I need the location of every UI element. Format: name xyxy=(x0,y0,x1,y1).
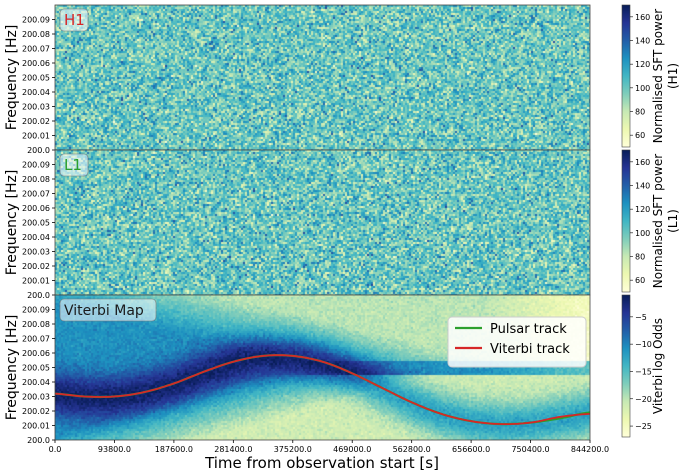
colorbar-1: 60 80 100 120 140 160 Normalised SFT power (H1) xyxy=(621,4,680,148)
y-tick-label: 200.04 xyxy=(22,88,50,97)
y-tick-label: 200.05 xyxy=(22,364,50,373)
colorbar-tick-label: 120 xyxy=(635,205,650,214)
y-tick-label: 200.09 xyxy=(22,161,50,170)
colorbar-tick-label: 60 xyxy=(635,131,645,140)
colorbar-2: 60 80 100 120 140 160 Normalised SFT power (L1) xyxy=(621,149,680,293)
y-tick-label: 200.02 xyxy=(22,117,50,126)
y-tick-label: 200.03 xyxy=(22,103,50,112)
y-tick-label: 200.07 xyxy=(22,190,50,199)
colorbar-label: (L1) xyxy=(666,209,680,233)
x-tick-label: 281400.0 xyxy=(214,445,252,454)
x-tick-label: 93800.0 xyxy=(98,445,131,454)
x-tick-label: 844200.0 xyxy=(571,445,609,454)
colorbar-tick-label: −25 xyxy=(635,422,652,431)
y-tick-label: 200.09 xyxy=(22,306,50,315)
panel-2: L1 200.0 200.01 200.02 200.03 200.04 200.05 200… xyxy=(4,149,591,300)
y-axis-label: Frequency [Hz] xyxy=(4,170,20,276)
colorbar-tick-label: 140 xyxy=(635,37,650,46)
x-tick-label: 0.0 xyxy=(49,445,62,454)
y-tick-label: 200.04 xyxy=(22,233,50,242)
y-tick-label: 200.09 xyxy=(22,16,50,25)
colorbar-tick-label: 160 xyxy=(635,13,650,22)
y-tick-label: 200.06 xyxy=(22,204,50,213)
colorbar-tick-label: −10 xyxy=(635,340,652,349)
colorbar-tick-label: −15 xyxy=(635,367,652,376)
y-tick-label: 200.05 xyxy=(22,74,50,83)
legend-label: Pulsar track xyxy=(490,322,567,337)
y-tick-label: 200.06 xyxy=(22,59,50,68)
y-tick-label: 200.07 xyxy=(22,45,50,54)
panel-label: Viterbi Map xyxy=(64,303,144,319)
x-tick-label: 375200.0 xyxy=(274,445,312,454)
y-axis-label: Frequency [Hz] xyxy=(4,25,20,131)
panel-3: Pulsar track Viterbi track Viterbi Map 200.… xyxy=(4,294,591,445)
y-tick-label: 200.07 xyxy=(22,335,50,344)
colorbar-tick-label: −5 xyxy=(635,313,647,322)
x-tick-label: 562800.0 xyxy=(393,445,431,454)
colorbar-label: Normalised SFT power xyxy=(651,154,665,288)
x-tick-label: 656600.0 xyxy=(452,445,490,454)
colorbar-tick-label: 120 xyxy=(635,60,650,69)
y-tick-label: 200.04 xyxy=(22,378,50,387)
heatmap-1 xyxy=(55,5,590,150)
y-tick-label: 200.03 xyxy=(22,393,50,402)
colorbar-3: −5 −10 −15 −20 −25 Viterbi log Odds xyxy=(621,294,665,438)
colorbar-tick-label: −20 xyxy=(635,395,652,404)
y-tick-label: 200.02 xyxy=(22,407,50,416)
colorbar-tick-label: 80 xyxy=(635,108,645,117)
x-tick-label: 187600.0 xyxy=(155,445,193,454)
panel-label: H1 xyxy=(64,11,85,29)
y-axis-label: Frequency [Hz] xyxy=(4,315,20,421)
y-tick-label: 200.01 xyxy=(22,132,50,141)
colorbar-label: (H1) xyxy=(666,63,680,89)
y-tick-label: 200.06 xyxy=(22,349,50,358)
colorbar-label: Viterbi log Odds xyxy=(651,318,665,414)
y-tick-label: 200.0 xyxy=(27,146,50,155)
legend-label: Viterbi track xyxy=(490,342,570,357)
x-tick-label: 750400.0 xyxy=(511,445,549,454)
colorbar-tick-label: 140 xyxy=(635,182,650,191)
y-tick-label: 200.0 xyxy=(27,436,50,445)
y-tick-label: 200.02 xyxy=(22,262,50,271)
panel-label: L1 xyxy=(64,156,82,174)
colorbar-tick-label: 60 xyxy=(635,276,645,285)
colorbar-label: Normalised SFT power xyxy=(651,9,665,143)
panel-1: H1 200.0 200.01 200.02 200.03 200.04 200.05 200… xyxy=(4,4,591,155)
y-tick-label: 200.0 xyxy=(27,291,50,300)
x-tick-label: 469000.0 xyxy=(333,445,371,454)
x-axis-label: Time from observation start [s] xyxy=(204,454,439,472)
y-tick-label: 200.05 xyxy=(22,219,50,228)
colorbar-tick-label: 100 xyxy=(635,229,650,238)
y-tick-label: 200.08 xyxy=(22,30,50,39)
y-tick-label: 200.03 xyxy=(22,248,50,257)
y-tick-label: 200.01 xyxy=(22,422,50,431)
y-tick-label: 200.08 xyxy=(22,175,50,184)
colorbar-tick-label: 160 xyxy=(635,158,650,167)
series-line-viterbi-track xyxy=(54,354,591,425)
y-tick-label: 200.08 xyxy=(22,320,50,329)
heatmap-2 xyxy=(55,150,590,295)
legend: Pulsar track Viterbi track xyxy=(447,316,587,368)
colorbar-tick-label: 100 xyxy=(635,84,650,93)
colorbar-tick-label: 80 xyxy=(635,253,645,262)
y-tick-label: 200.01 xyxy=(22,277,50,286)
